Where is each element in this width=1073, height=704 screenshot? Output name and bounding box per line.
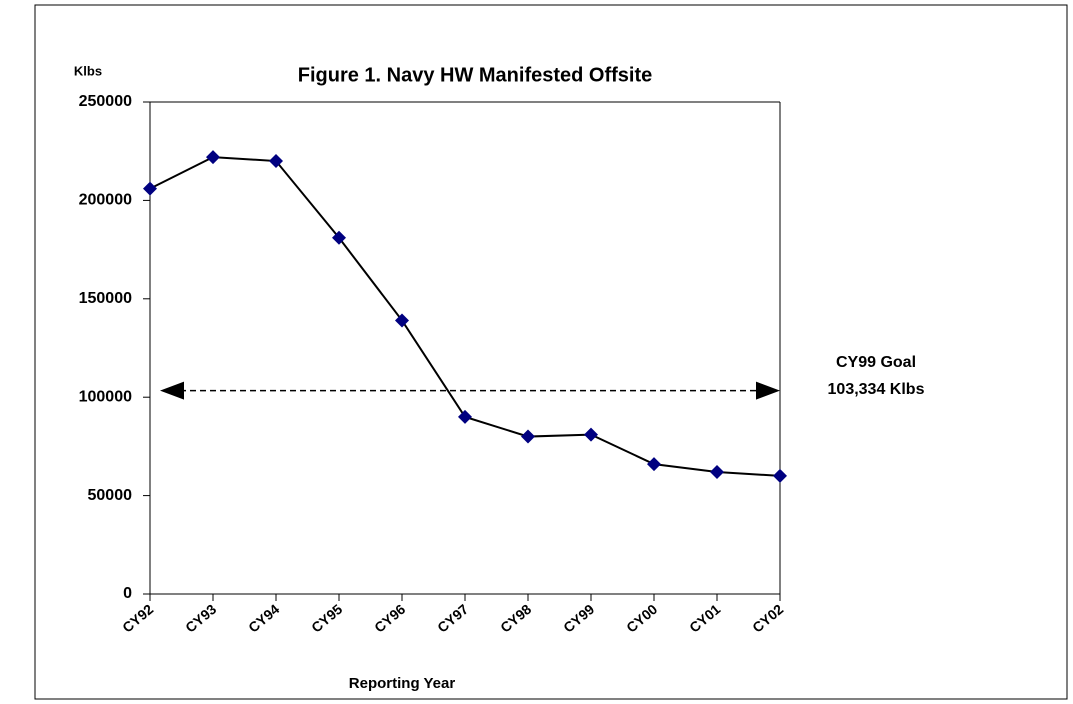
x-tick-label: CY02 — [749, 601, 786, 636]
y-tick-label: 150000 — [79, 290, 132, 307]
x-tick-label: CY97 — [434, 601, 471, 636]
y-tick-label: 250000 — [79, 93, 132, 110]
chart-title: Figure 1. Navy HW Manifested Offsite — [298, 64, 653, 86]
marker — [647, 457, 661, 472]
x-tick-label: CY95 — [308, 601, 345, 636]
y-axis-label: Klbs — [74, 63, 102, 78]
marker — [710, 464, 724, 479]
marker — [332, 230, 346, 245]
x-tick-label: CY96 — [371, 601, 408, 636]
marker — [521, 429, 535, 444]
x-tick-label: CY94 — [245, 601, 282, 636]
goal-label: CY99 Goal — [836, 354, 916, 371]
y-tick-label: 100000 — [79, 388, 132, 405]
marker — [143, 181, 157, 196]
x-tick-label: CY92 — [119, 601, 156, 636]
marker — [458, 409, 472, 424]
data-line — [149, 156, 781, 477]
x-axis-label: Reporting Year — [349, 675, 456, 692]
marker — [584, 427, 598, 442]
goal-arrow — [160, 381, 184, 400]
x-tick-label: CY98 — [497, 601, 534, 636]
x-tick-label: CY00 — [623, 601, 660, 636]
x-tick-label: CY99 — [560, 601, 597, 636]
marker — [206, 150, 220, 165]
frame — [34, 4, 1068, 700]
y-tick-label: 200000 — [79, 192, 132, 209]
y-tick-label: 0 — [123, 585, 132, 602]
goal-label: 103,334 Klbs — [828, 381, 925, 398]
x-tick-label: CY01 — [686, 601, 723, 636]
marker — [773, 468, 787, 483]
x-tick-label: CY93 — [182, 601, 219, 636]
marker — [395, 313, 409, 328]
goal-arrow — [756, 381, 780, 400]
marker — [269, 154, 283, 169]
y-tick-label: 50000 — [88, 487, 133, 504]
